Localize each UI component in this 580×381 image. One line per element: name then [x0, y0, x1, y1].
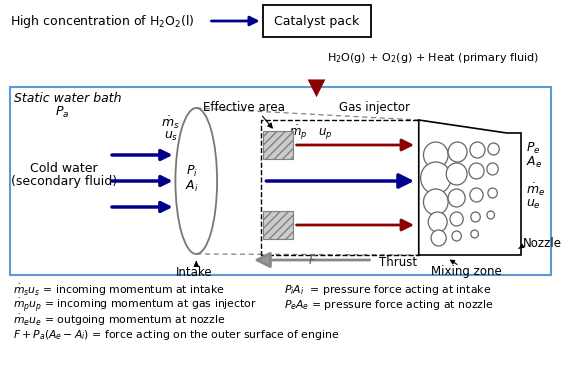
Text: Catalyst pack: Catalyst pack — [274, 14, 360, 27]
Text: Thrust: Thrust — [379, 256, 417, 269]
Circle shape — [488, 143, 499, 155]
Text: $u_e$: $u_e$ — [525, 197, 541, 211]
Text: $P_i$: $P_i$ — [186, 163, 198, 179]
Text: Nozzle: Nozzle — [523, 237, 562, 250]
Ellipse shape — [175, 108, 217, 254]
Text: $P_a$: $P_a$ — [55, 104, 69, 120]
Text: $P_e$: $P_e$ — [525, 141, 541, 155]
Circle shape — [448, 189, 465, 207]
Circle shape — [431, 230, 446, 246]
Text: High concentration of $\mathregular{H_2O_2}$(l): High concentration of $\mathregular{H_2O… — [10, 13, 194, 29]
Circle shape — [471, 212, 480, 222]
Circle shape — [470, 188, 483, 202]
Text: $F + P_a(A_e - A_i)$ = force acting on the outer surface of engine: $F + P_a(A_e - A_i)$ = force acting on t… — [13, 328, 339, 342]
Circle shape — [420, 162, 451, 194]
Circle shape — [450, 212, 463, 226]
Text: Cold water: Cold water — [30, 162, 97, 174]
Text: $\dot{m}_e u_e$ = outgoing momentum at nozzle: $\dot{m}_e u_e$ = outgoing momentum at n… — [13, 312, 225, 328]
Text: (secondary fluid): (secondary fluid) — [10, 174, 117, 187]
Circle shape — [488, 188, 497, 198]
Text: $\dot{m}_s u_s$ = incoming momentum at intake: $\dot{m}_s u_s$ = incoming momentum at i… — [13, 282, 224, 298]
Text: $u_p$: $u_p$ — [318, 125, 332, 141]
Circle shape — [428, 212, 447, 232]
Text: Effective area: Effective area — [202, 101, 285, 114]
Bar — [260, 120, 419, 255]
Text: Gas injector: Gas injector — [339, 101, 409, 114]
Text: $\dot{m}_e$: $\dot{m}_e$ — [525, 182, 545, 199]
Text: $\dot{m}_p$: $\dot{m}_p$ — [289, 124, 308, 142]
Text: $F$: $F$ — [308, 253, 317, 266]
Circle shape — [446, 163, 467, 185]
Polygon shape — [419, 120, 521, 255]
Text: $\dot{m}_s$: $\dot{m}_s$ — [161, 115, 180, 131]
Circle shape — [423, 142, 448, 168]
Circle shape — [452, 231, 461, 241]
Circle shape — [448, 142, 467, 162]
Text: $\dot{m}_p u_p$ = incoming momentum at gas injector: $\dot{m}_p u_p$ = incoming momentum at g… — [13, 296, 256, 314]
Bar — [263, 131, 293, 159]
Text: $A_i$: $A_i$ — [184, 178, 198, 194]
Text: $\mathregular{H_2O}$(g) + $\mathregular{O_2}$(g) + Heat (primary fluid): $\mathregular{H_2O}$(g) + $\mathregular{… — [327, 51, 539, 65]
Bar — [10, 87, 552, 275]
Bar — [263, 5, 371, 37]
Circle shape — [471, 230, 478, 238]
Bar — [263, 211, 293, 239]
Text: Static water bath: Static water bath — [14, 91, 122, 104]
Circle shape — [470, 142, 485, 158]
Text: Mixing zone: Mixing zone — [431, 266, 502, 279]
Text: $P_i A_i$  = pressure force acting at intake: $P_i A_i$ = pressure force acting at int… — [284, 283, 491, 297]
Circle shape — [469, 163, 484, 179]
Text: $u_s$: $u_s$ — [164, 130, 178, 142]
Circle shape — [423, 189, 448, 215]
Text: $P_e A_e$ = pressure force acting at nozzle: $P_e A_e$ = pressure force acting at noz… — [284, 298, 494, 312]
Text: $A_e$: $A_e$ — [525, 154, 542, 170]
Text: Intake: Intake — [176, 266, 213, 279]
Circle shape — [487, 163, 498, 175]
Circle shape — [487, 211, 495, 219]
